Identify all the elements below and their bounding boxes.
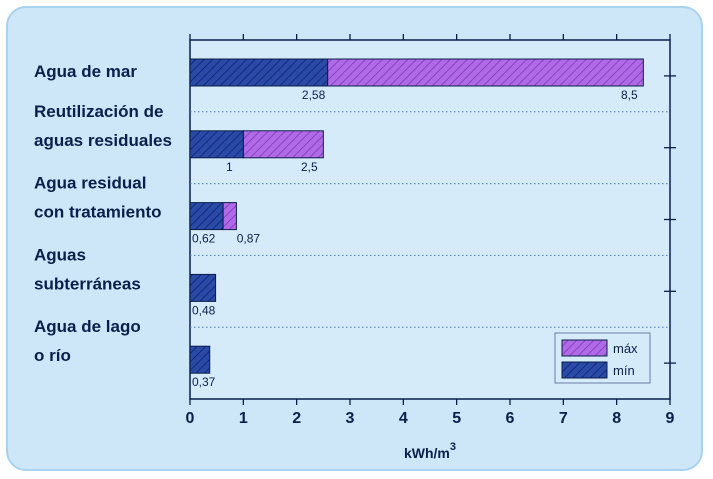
value-label-max: 2,5 (301, 160, 318, 174)
x-axis-title: kWh/m3 (404, 441, 456, 461)
x-tick-label: 5 (452, 410, 461, 427)
x-tick-label: 1 (239, 410, 248, 427)
value-label-min: 1 (226, 160, 233, 174)
category-label: subterráneas (34, 274, 141, 293)
value-label-min: 0,62 (192, 232, 216, 246)
bar-min (189, 345, 211, 374)
legend-swatch-min (561, 361, 608, 379)
bar-max (222, 202, 237, 231)
x-tick-label: 2 (292, 410, 301, 427)
bar-max (327, 58, 644, 87)
category-label: con tratamiento (34, 203, 162, 222)
x-tick-label: 9 (666, 410, 675, 427)
category-label: o río (34, 346, 71, 365)
value-label-max: 0,87 (237, 232, 261, 246)
bar-min (189, 58, 329, 87)
category-label: Aguas (34, 245, 86, 264)
category-label: Agua de mar (34, 62, 137, 81)
legend-swatch-max (561, 339, 608, 357)
x-tick-label: 8 (612, 410, 621, 427)
x-axis-title-superscript: 3 (450, 441, 456, 453)
value-label-max: 8,5 (621, 88, 638, 102)
bar-max (242, 130, 324, 159)
value-label-min: 0,37 (192, 375, 216, 389)
category-label: Agua residual (34, 174, 146, 193)
x-tick-label: 6 (506, 410, 515, 427)
bar-min (189, 130, 244, 159)
legend-label-max: máx (613, 341, 638, 356)
legend: máx mín (554, 332, 651, 384)
category-label: Agua de lago (34, 317, 141, 336)
bar-min (189, 273, 217, 302)
x-tick-label: 7 (559, 410, 568, 427)
legend-label-min: mín (613, 363, 635, 378)
x-tick-label: 4 (399, 410, 408, 427)
category-label: Reutilización de (34, 102, 163, 121)
value-label-min: 2,58 (302, 88, 326, 102)
category-label: aguas residuales (34, 131, 172, 150)
x-tick-label: 0 (186, 410, 195, 427)
bar-min (189, 202, 224, 231)
x-tick-label: 3 (346, 410, 355, 427)
value-label-min: 0,48 (192, 303, 216, 317)
